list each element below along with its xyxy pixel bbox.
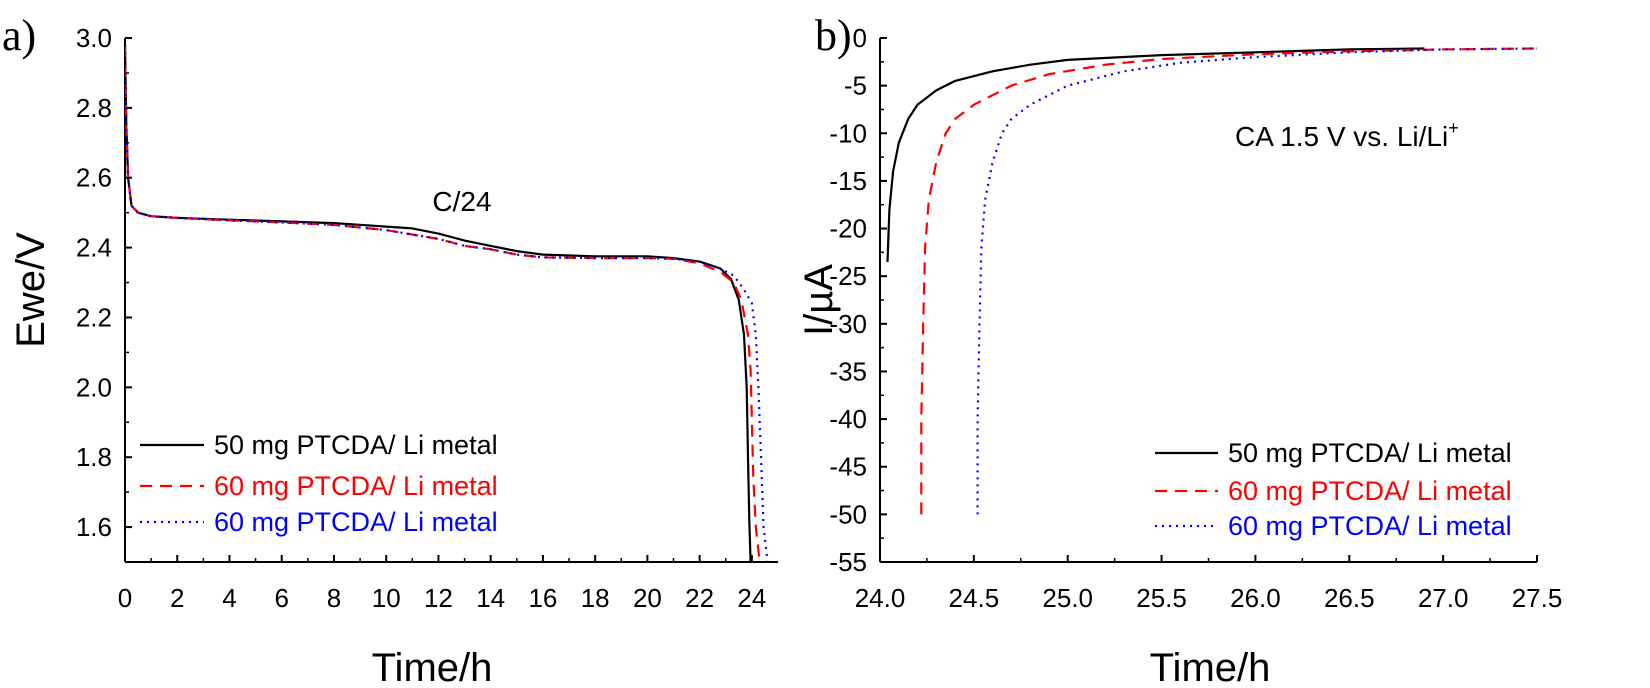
panel-b-legend-label-1: 50 mg PTCDA/ Li metal [1228, 438, 1512, 468]
panel-b-annotation: CA 1.5 V vs. Li/Li+ [1235, 118, 1459, 152]
panel-b-x-tick-label: 25.0 [1042, 583, 1093, 613]
panel-a-y-tick-label: 1.8 [76, 442, 112, 472]
panel-b-annotation-main: CA 1.5 V vs. Li/Li [1235, 121, 1448, 152]
panel-a-y-tick-label: 3.0 [76, 23, 112, 53]
panel-a-x-tick-label: 10 [372, 583, 401, 613]
panel-b-x-tick-label: 26.5 [1324, 583, 1375, 613]
panel-b-x-tick-label: 27.5 [1512, 583, 1563, 613]
panel-a-y-tick-label: 2.6 [76, 163, 112, 193]
panel-a-series-2-line [125, 44, 761, 562]
panel-b-x-tick-label: 24.0 [855, 583, 906, 613]
panel-b-x-tick-label: 24.5 [949, 583, 1000, 613]
panel-a: a) C/24 Time/h Ewe/V 1.6 1.8 2.0 2.2 2.4 2.6 2… [2, 11, 778, 688]
panel-a-x-axis-title: Time/h [372, 646, 493, 688]
panel-a-legend-label-3: 60 mg PTCDA/ Li metal [214, 507, 498, 537]
panel-b-y-tick-label: -20 [829, 214, 867, 244]
panel-a-x-tick-label: 14 [476, 583, 505, 613]
panel-b-y-tick-label: -10 [829, 118, 867, 148]
panel-a-y-axis-title: Ewe/V [9, 232, 53, 348]
panel-a-x-tick-label: 16 [528, 583, 557, 613]
panel-b-y-tick-label: -45 [829, 452, 867, 482]
panel-b-annotation-superscript: + [1448, 118, 1459, 138]
panel-a-x-tick-label: 18 [581, 583, 610, 613]
panel-b-y-tick-label: -40 [829, 404, 867, 434]
panel-a-plot-area [125, 44, 769, 562]
panel-a-x-tick-label: 0 [118, 583, 132, 613]
panel-a-x-tick-label: 20 [633, 583, 662, 613]
panel-b-y-tick-label: -35 [829, 356, 867, 386]
panel-a-x-tick-label: 2 [170, 583, 184, 613]
panel-b-y-axis-title: I/µA [797, 264, 841, 336]
panel-b-series-1-line [886, 47, 1425, 262]
panel-b-y-tick-label: 0 [853, 23, 867, 53]
panel-a-x-tick-label: 6 [274, 583, 288, 613]
panel-b-legend-label-3: 60 mg PTCDA/ Li metal [1228, 511, 1512, 541]
panel-a-y-tick-label: 2.0 [76, 372, 112, 402]
panel-a-y-tick-label: 2.4 [76, 233, 112, 263]
panel-a-legend-label-1: 50 mg PTCDA/ Li metal [214, 430, 498, 460]
panel-a-annotation: C/24 [432, 186, 491, 217]
panel-a-x-tick-label: 12 [424, 583, 453, 613]
panel-b-x-tick-label: 27.0 [1418, 583, 1469, 613]
panel-b-y-tick-label: -55 [829, 547, 867, 577]
panel-a-x-tick-label: 8 [327, 583, 341, 613]
panel-b-y-tick-label: -30 [829, 309, 867, 339]
panel-b-y-tick-label: -15 [829, 166, 867, 196]
panel-b-series-2-line [920, 47, 1537, 515]
panel-b-y-tick-label: -25 [829, 261, 867, 291]
panel-b-legend-label-2: 60 mg PTCDA/ Li metal [1228, 476, 1512, 506]
panel-a-x-tick-label: 4 [222, 583, 236, 613]
panel-b-x-axis-title: Time/h [1150, 646, 1271, 688]
panel-b: b) CA 1.5 V vs. Li/Li+ Time/h I/µA 0 -5 -1… [797, 11, 1562, 688]
panel-a-legend-label-2: 60 mg PTCDA/ Li metal [214, 471, 498, 501]
panel-a-label: a) [2, 11, 36, 60]
panel-b-label: b) [815, 11, 852, 60]
panel-b-y-tick-label: -5 [844, 71, 867, 101]
panel-b-x-tick-label: 25.5 [1136, 583, 1187, 613]
panel-a-y-tick-label: 2.2 [76, 302, 112, 332]
panel-a-y-tick-label: 2.8 [76, 93, 112, 123]
panel-b-x-tick-label: 26.0 [1230, 583, 1281, 613]
panel-b-plot-area [886, 47, 1537, 515]
panel-b-y-tick-label: -50 [829, 499, 867, 529]
panel-a-x-tick-label: 22 [685, 583, 714, 613]
panel-a-series-1-line [125, 44, 752, 562]
panel-a-x-tick-label: 24 [737, 583, 766, 613]
panel-a-y-tick-label: 1.6 [76, 512, 112, 542]
